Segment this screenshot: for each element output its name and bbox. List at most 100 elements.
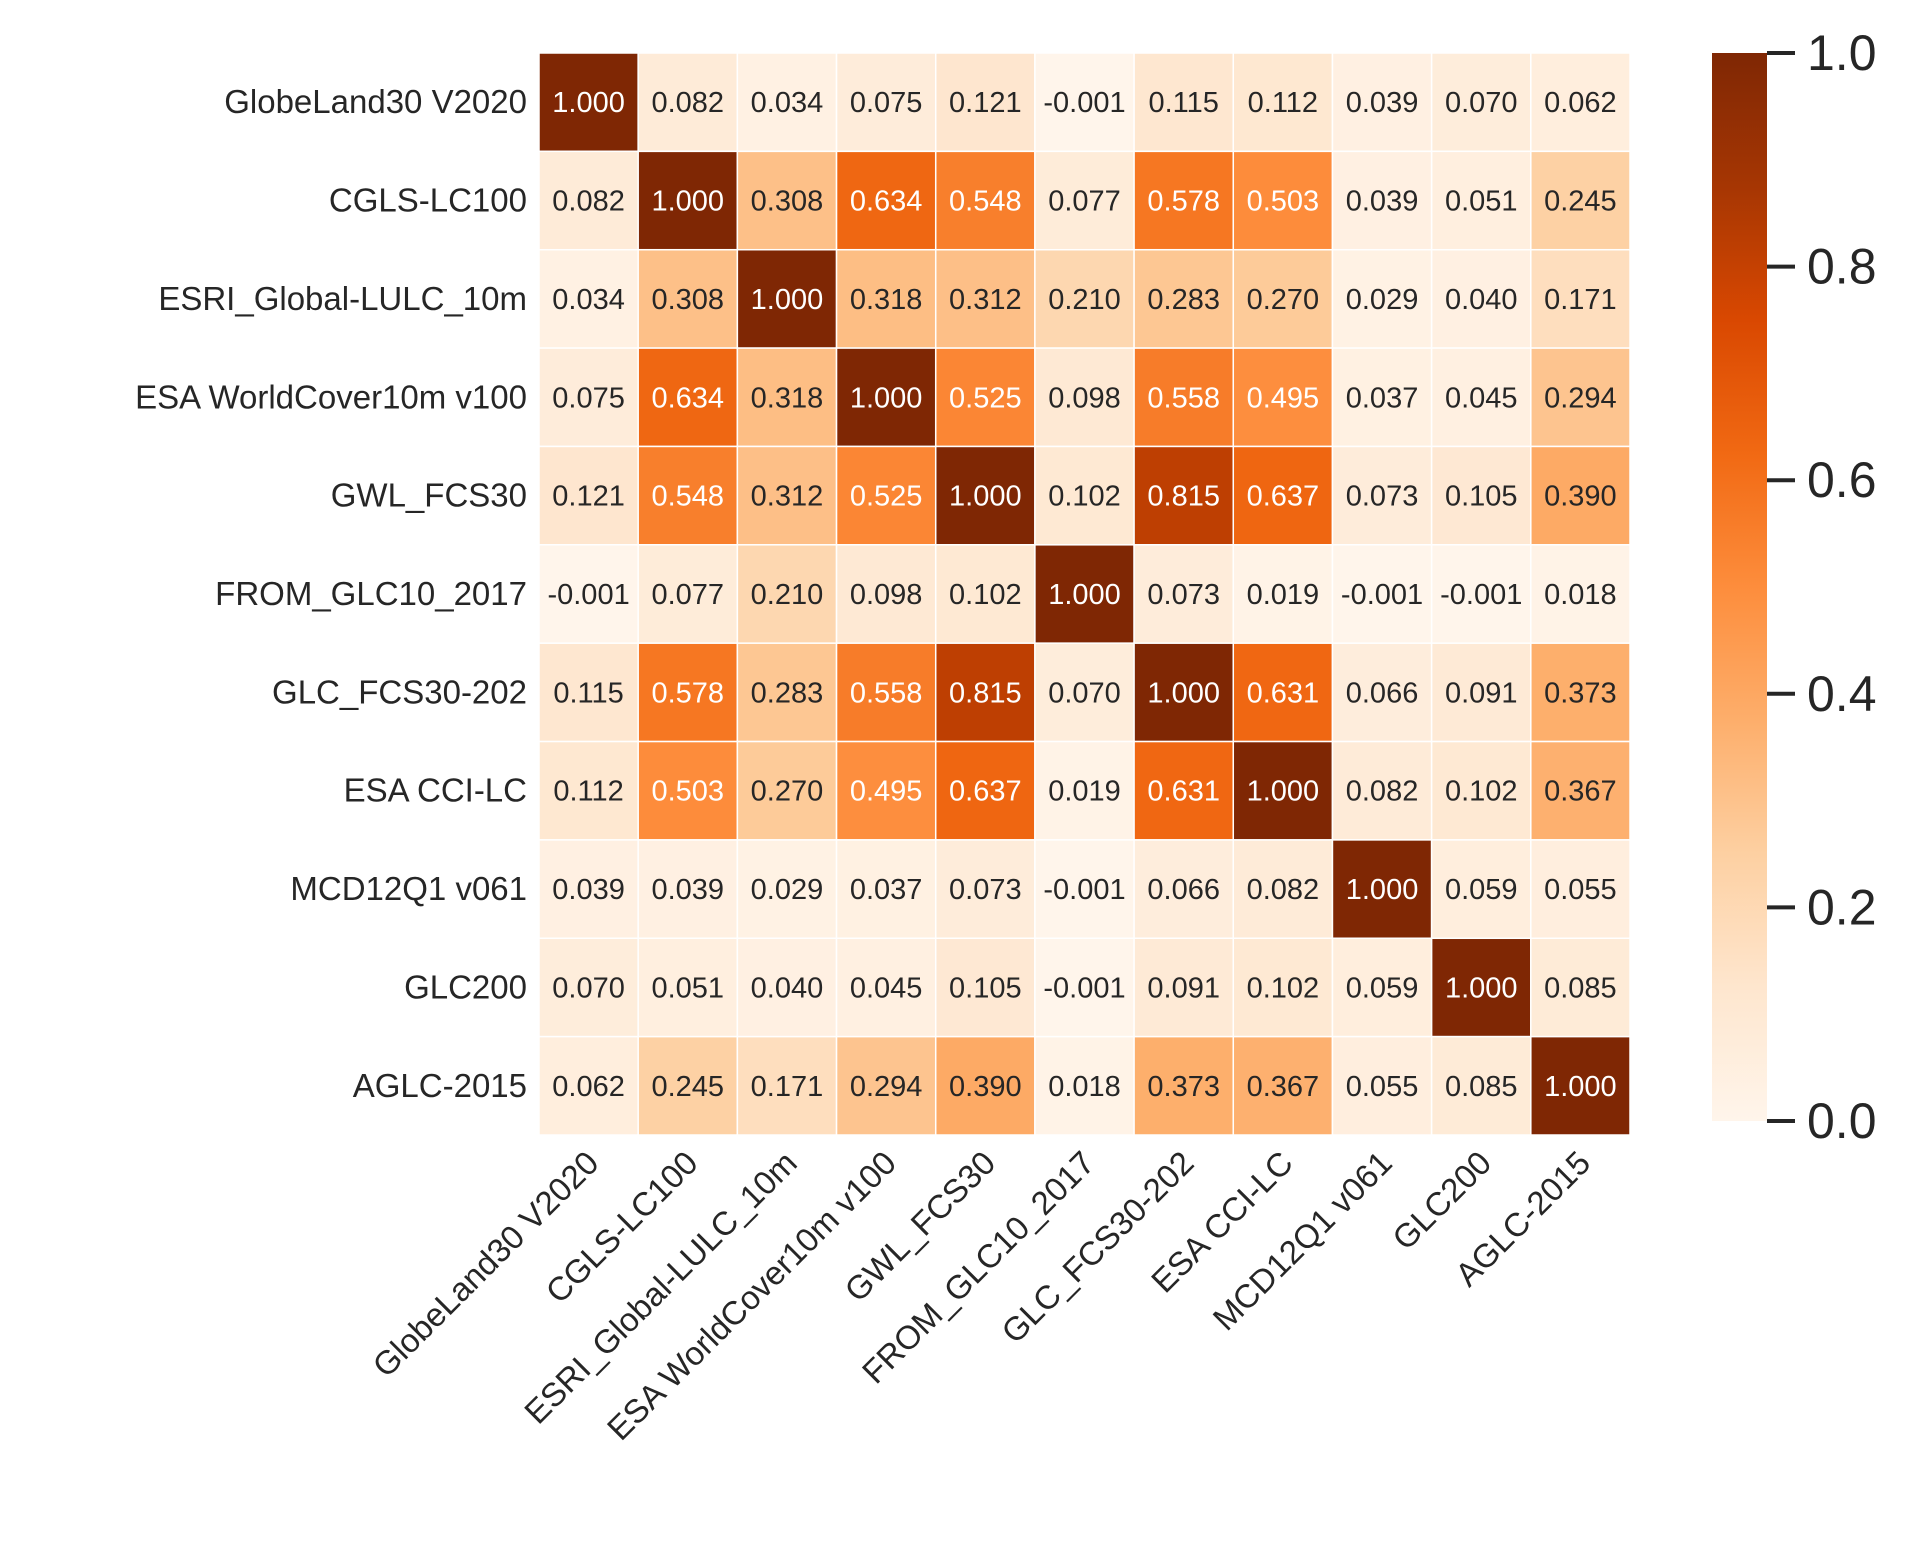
- cell-value-label: 0.578: [1147, 186, 1220, 218]
- cell-value-label: 0.066: [1346, 677, 1419, 709]
- heatmap-cell: [538, 52, 639, 153]
- cell-value-label: -0.001: [547, 579, 629, 611]
- heatmap-cell: [934, 347, 1036, 448]
- heatmap-cell: [835, 839, 937, 940]
- cell-value-label: 0.029: [1346, 284, 1419, 316]
- heatmap-cell: [1331, 544, 1433, 644]
- heatmap-cell: [1034, 642, 1135, 743]
- cell-value-label: 0.062: [552, 1071, 625, 1103]
- cell-value-label: 0.367: [1544, 776, 1617, 808]
- heatmap-cell: [538, 1035, 639, 1136]
- cell-value-label: 0.245: [651, 1071, 724, 1103]
- heatmap-cell: [637, 1035, 739, 1136]
- cell-value-label: 0.029: [751, 874, 824, 906]
- cell-value-label: 0.503: [1247, 186, 1320, 218]
- cell-value-label: 0.637: [949, 776, 1022, 808]
- cell-value-label: 0.525: [850, 481, 923, 513]
- heatmap-cell: [835, 937, 937, 1038]
- cell-value-label: 0.503: [651, 776, 724, 808]
- cell-value-label: 0.039: [1346, 87, 1419, 119]
- cell-value-label: 0.367: [1247, 1071, 1320, 1103]
- row-label: CGLS-LC100: [329, 182, 527, 219]
- heatmap-cell: [1034, 347, 1135, 448]
- column-label: MCD12Q1 v061: [1206, 1144, 1399, 1337]
- heatmap-cell: [1232, 642, 1334, 743]
- cell-value-label: 0.075: [850, 87, 923, 119]
- cell-value-label: 0.558: [850, 677, 923, 709]
- row-label: GWL_FCS30: [331, 477, 527, 514]
- cell-value-label: 0.112: [1248, 87, 1318, 119]
- heatmap-cell: [1430, 347, 1532, 448]
- cell-value-label: 0.045: [850, 972, 923, 1004]
- cell-value-label: 0.051: [651, 972, 724, 1004]
- cell-value-label: 0.578: [651, 677, 724, 709]
- cell-value-label: 0.637: [1247, 481, 1320, 513]
- row-label: GLC200: [404, 968, 527, 1005]
- row-label: AGLC-2015: [353, 1067, 527, 1104]
- cell-value-label: 0.245: [1544, 186, 1617, 218]
- heatmap-cell: [1133, 839, 1235, 940]
- heatmap-cell: [736, 642, 838, 743]
- heatmap-cell: [538, 445, 639, 546]
- cell-value-label: 1.000: [1247, 776, 1320, 808]
- heatmap-cell: [1530, 445, 1631, 546]
- cell-value-label: 0.815: [949, 677, 1022, 709]
- heatmap-cell: [1331, 445, 1433, 546]
- cell-value-label: 0.082: [1346, 776, 1419, 808]
- cell-value-label: 0.075: [552, 382, 625, 414]
- cell-value-label: 0.270: [751, 776, 824, 808]
- heatmap-cell: [934, 150, 1036, 251]
- cell-value-label: 0.102: [1247, 972, 1320, 1004]
- heatmap-cell: [1133, 347, 1235, 448]
- cell-value-label: 0.098: [1048, 382, 1121, 414]
- cell-value-label: 0.631: [1247, 677, 1320, 709]
- heatmap-cell: [1331, 839, 1433, 940]
- colorbar-tick-label: 1.0: [1807, 25, 1877, 81]
- cell-value-label: 0.312: [751, 481, 824, 513]
- heatmap-cell: [538, 150, 639, 251]
- heatmap-cell: [538, 937, 639, 1038]
- row-label: ESRI_Global-LULC_10m: [158, 280, 527, 317]
- heatmap-cell: [1430, 52, 1532, 153]
- heatmap-cell: [736, 445, 838, 546]
- cell-value-label: 0.040: [751, 972, 824, 1004]
- row-label: GLC_FCS30-202: [272, 673, 527, 710]
- colorbar-tick-label: 0.2: [1807, 879, 1877, 935]
- heatmap-cell: [1430, 740, 1532, 841]
- cell-value-label: 0.085: [1445, 1071, 1518, 1103]
- heatmap-cell: [736, 347, 838, 448]
- cell-value-label: 0.634: [651, 382, 724, 414]
- heatmap-cell: [1331, 248, 1433, 349]
- cell-value-label: 1.000: [949, 481, 1022, 513]
- heatmap-cell: [835, 740, 937, 841]
- row-label: MCD12Q1 v061: [290, 870, 527, 907]
- heatmap-cell: [835, 52, 937, 153]
- heatmap-cell: [1530, 937, 1631, 1038]
- cell-value-label: 1.000: [651, 186, 724, 218]
- cell-value-label: 0.040: [1445, 284, 1518, 316]
- heatmap-cell: [1430, 839, 1532, 940]
- cell-value-label: 0.037: [850, 874, 923, 906]
- cell-value-label: -0.001: [1341, 579, 1423, 611]
- cell-value-label: 0.082: [552, 186, 625, 218]
- cell-value-label: 0.039: [651, 874, 724, 906]
- heatmap-cell: [736, 1035, 838, 1136]
- cell-value-label: 0.034: [751, 87, 824, 119]
- heatmap-cell: [1331, 347, 1433, 448]
- heatmap-cell: [835, 544, 937, 644]
- cell-value-label: 0.059: [1445, 874, 1518, 906]
- heatmap-cell: [1034, 839, 1135, 940]
- colorbar-tick-label: 0.6: [1807, 452, 1877, 508]
- heatmap-cell: [1034, 544, 1135, 644]
- heatmap-cell: [736, 150, 838, 251]
- heatmap-cell: [1034, 937, 1135, 1038]
- cell-value-label: 0.082: [1247, 874, 1320, 906]
- cell-value-label: 0.073: [1346, 481, 1419, 513]
- cell-value-label: 0.102: [1445, 776, 1518, 808]
- cell-value-label: 0.091: [1147, 972, 1220, 1004]
- heatmap-cell: [934, 248, 1036, 349]
- cell-value-label: 0.294: [850, 1071, 923, 1103]
- heatmap-cell: [538, 642, 639, 743]
- heatmap-cell: [1232, 1035, 1334, 1136]
- row-label: ESA CCI-LC: [344, 772, 527, 809]
